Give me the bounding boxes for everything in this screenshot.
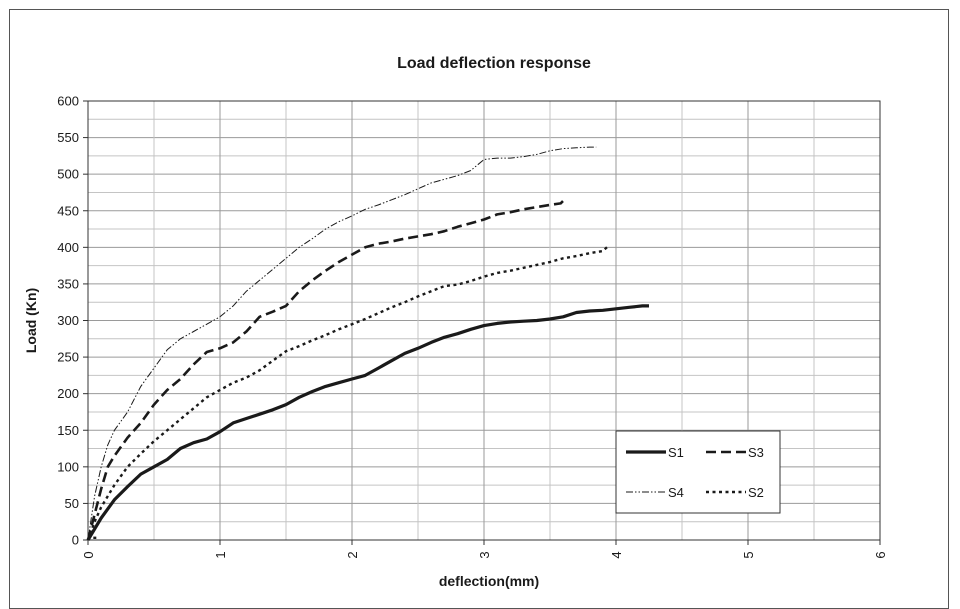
- x-tick-label: 0: [81, 551, 96, 558]
- y-tick-label: 350: [57, 276, 79, 291]
- x-tick-label: 6: [873, 551, 888, 558]
- y-tick-label: 250: [57, 350, 79, 365]
- x-axis-title: deflection(mm): [439, 573, 539, 589]
- y-tick-label: 550: [57, 130, 79, 145]
- y-axis-title: Load (Kn): [23, 288, 39, 353]
- series-line-s3: [86, 197, 567, 541]
- legend-label-s4: S4: [668, 485, 684, 500]
- y-tick-label: 150: [57, 423, 79, 438]
- chart-title: Load deflection response: [397, 55, 591, 72]
- y-tick-label: 0: [72, 533, 79, 548]
- y-tick-label: 300: [57, 313, 79, 328]
- series-lines: [86, 146, 649, 541]
- x-tick-label: 3: [477, 551, 492, 558]
- y-tick-label: 400: [57, 240, 79, 255]
- y-tick-label: 600: [57, 94, 79, 109]
- legend-label-s1: S1: [668, 445, 684, 460]
- x-tick-label: 2: [345, 551, 360, 558]
- chart-frame: [9, 9, 949, 609]
- y-tick-label: 200: [57, 386, 79, 401]
- y-tick-label: 50: [65, 496, 79, 511]
- load-deflection-chart: Load deflection response 050100150200250…: [23, 55, 888, 589]
- y-tick-label: 500: [57, 167, 79, 182]
- x-tick-label: 4: [609, 551, 624, 558]
- legend-label-s3: S3: [748, 445, 764, 460]
- series-line-s4: [87, 146, 597, 541]
- x-tick-label: 5: [741, 551, 756, 558]
- y-tick-label: 450: [57, 203, 79, 218]
- legend-label-s2: S2: [748, 485, 764, 500]
- x-tick-label: 1: [213, 551, 228, 558]
- legend-box: [615, 430, 781, 514]
- y-tick-label: 100: [57, 459, 79, 474]
- series-line-s2: [86, 244, 611, 541]
- axis-ticks: 0 50 100 150 200 250 300 350 400 450 500 550 600 0 1 2 3…: [57, 94, 888, 559]
- legend: S1 S3 S4 S2: [615, 430, 781, 514]
- series-line-s1: [86, 304, 649, 541]
